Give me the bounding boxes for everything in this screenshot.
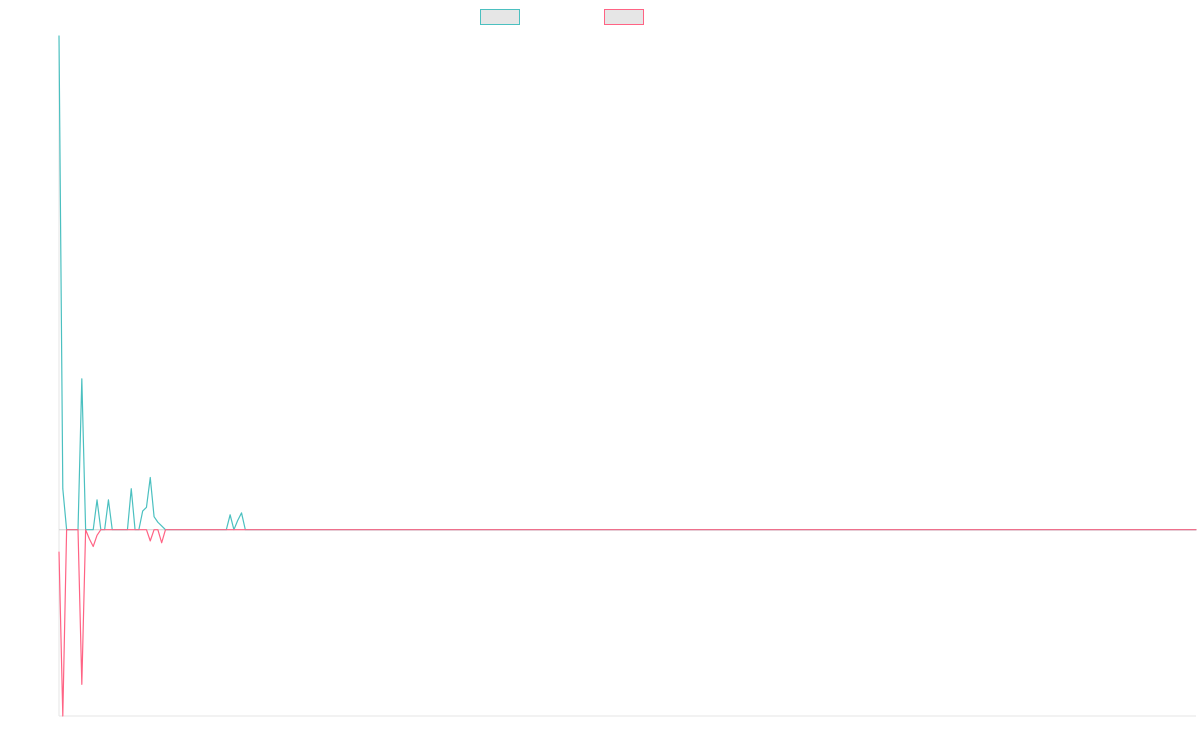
legend-series-2-swatch[interactable] xyxy=(604,9,644,25)
plot-layer xyxy=(58,35,1197,717)
legend-series-1-swatch[interactable] xyxy=(480,9,520,25)
series-1-line xyxy=(58,35,1197,531)
legend xyxy=(480,9,646,27)
series-2-line xyxy=(58,529,1197,717)
